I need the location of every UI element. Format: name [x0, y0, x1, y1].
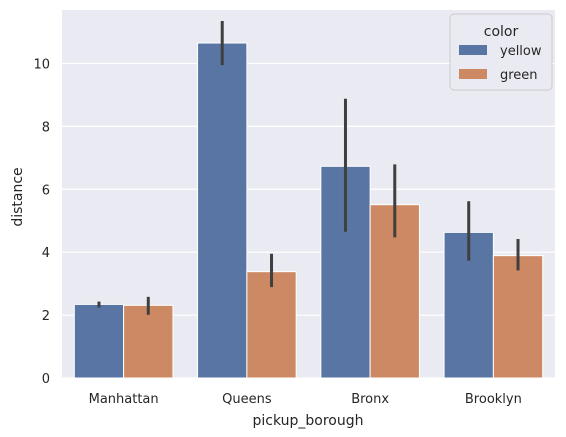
- y-tick-label: 0: [42, 372, 50, 387]
- error-bars: [97, 21, 520, 315]
- bar-green-brooklyn: [492, 255, 544, 379]
- x-axis-title: pickup_borough: [252, 413, 363, 429]
- bar-green-queens: [246, 271, 297, 379]
- bar-yellow-manhattan: [73, 303, 125, 379]
- x-tick-labels: Manhattan Queens Bronx Brooklyn: [89, 392, 522, 407]
- y-tick-label: 4: [42, 246, 50, 261]
- bar-green-manhattan: [123, 304, 174, 379]
- legend-swatch-green: [459, 69, 487, 79]
- y-tick-labels: 0 2 4 6 8 10: [33, 57, 50, 387]
- y-tick-label: 10: [33, 57, 50, 72]
- y-tick-label: 2: [42, 309, 50, 324]
- x-tick-label-bronx: Bronx: [351, 392, 389, 407]
- legend-swatch-yellow: [459, 45, 487, 55]
- legend: color yellow green: [449, 13, 553, 91]
- x-tick-label-brooklyn: Brooklyn: [465, 392, 522, 407]
- x-tick-label-queens: Queens: [222, 392, 272, 407]
- legend-title: color: [484, 24, 519, 40]
- y-axis-title: distance: [10, 167, 26, 226]
- legend-label-green: green: [500, 68, 538, 83]
- y-tick-label: 6: [42, 183, 50, 198]
- bars: [73, 42, 544, 379]
- y-tick-label: 8: [42, 120, 50, 135]
- bar-yellow-queens: [197, 42, 248, 379]
- x-tick-label-manhattan: Manhattan: [89, 392, 159, 407]
- legend-label-yellow: yellow: [500, 44, 542, 59]
